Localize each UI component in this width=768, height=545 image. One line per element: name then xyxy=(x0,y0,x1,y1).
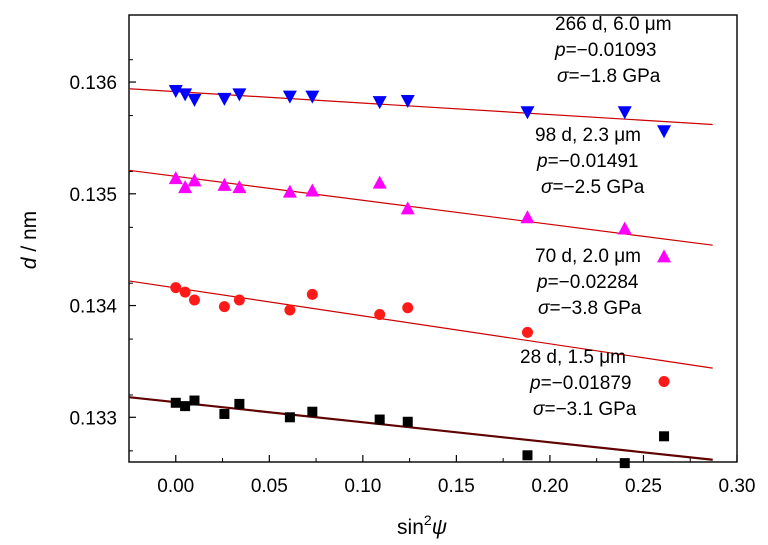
annotation-line: p=−0.01879 xyxy=(529,373,631,394)
circle-point xyxy=(402,302,414,314)
triangle-up-point xyxy=(520,210,535,224)
annotation-line: p=−0.01093 xyxy=(554,40,656,61)
triangle-up-point xyxy=(178,180,193,194)
y-tick-label: 0.136 xyxy=(69,73,117,94)
fit-line xyxy=(128,396,713,461)
triangle-up-point xyxy=(168,171,183,185)
annotation-line: σ=−2.5 GPa xyxy=(541,177,645,198)
square-point xyxy=(374,414,385,425)
triangle-down-point xyxy=(617,106,632,120)
y-tick-label: 0.135 xyxy=(69,185,117,206)
circle-point xyxy=(658,376,670,388)
triangle-up-point xyxy=(617,221,632,235)
square-point xyxy=(284,412,295,423)
x-tick-label: 0.00 xyxy=(157,476,194,497)
triangle-down-point xyxy=(372,96,387,110)
square-point xyxy=(170,397,181,408)
triangle-up-point xyxy=(657,249,672,263)
plot-frame xyxy=(128,14,738,463)
circle-point xyxy=(233,294,245,306)
x-tick-label: 0.20 xyxy=(531,476,568,497)
annotation-line: 70 d, 2.0 μm xyxy=(535,246,641,267)
triangle-up-point xyxy=(305,183,320,197)
square-point xyxy=(180,401,191,412)
circle-point xyxy=(521,326,533,338)
y-tick-label: 0.134 xyxy=(69,297,117,318)
annotation-line: σ=−3.8 GPa xyxy=(538,298,642,319)
y-tick-label: 0.133 xyxy=(69,408,117,429)
triangle-down-point xyxy=(520,106,535,120)
circle-point xyxy=(188,294,200,306)
square-point xyxy=(659,431,670,442)
x-tick-label: 0.10 xyxy=(344,476,381,497)
circle-point xyxy=(218,301,230,313)
fit-line xyxy=(128,280,713,369)
x-tick-label: 0.05 xyxy=(251,476,288,497)
triangle-down-point xyxy=(178,88,193,102)
triangle-down-point xyxy=(657,125,672,139)
data-points xyxy=(168,84,672,469)
x-axis-title: sin2ψ xyxy=(397,512,447,539)
circle-point xyxy=(374,308,386,320)
annotation-line: σ=−3.1 GPa xyxy=(533,399,637,420)
triangle-down-point xyxy=(400,95,415,109)
annotation-line: 98 d, 2.3 μm xyxy=(535,125,641,146)
annotation-line: p=−0.02284 xyxy=(536,272,639,293)
triangle-down-point xyxy=(232,88,247,102)
square-point xyxy=(234,398,245,409)
triangle-down-point xyxy=(187,93,202,107)
annotation-line: p=−0.01491 xyxy=(536,151,638,172)
square-point xyxy=(219,408,230,419)
circle-point xyxy=(170,282,182,294)
square-point xyxy=(402,416,413,427)
series-annotations: 28 d, 1.5 μm p=−0.01879 σ=−3.1 GPa 70 d, 2.… xyxy=(520,14,672,420)
axis-ticks: 0.00 0.05 0.10 0.15 0.20 0.25 0.30 0.133 0.134 0.… xyxy=(69,59,756,497)
x-tick-label: 0.25 xyxy=(625,476,662,497)
triangle-down-point xyxy=(168,84,183,98)
square-point xyxy=(619,458,630,469)
circle-point xyxy=(284,304,296,316)
square-point xyxy=(307,406,318,417)
square-point xyxy=(522,450,533,461)
x-tick-label: 0.15 xyxy=(438,476,475,497)
triangle-up-point xyxy=(372,175,387,189)
y-axis-title: d / nm xyxy=(18,211,41,269)
circle-point xyxy=(179,286,191,298)
triangle-down-point xyxy=(217,92,232,106)
triangle-up-point xyxy=(400,201,415,215)
triangle-up-point xyxy=(232,180,247,194)
triangle-up-point xyxy=(282,184,297,198)
square-point xyxy=(189,395,200,406)
triangle-up-point xyxy=(187,173,202,187)
triangle-down-point xyxy=(305,90,320,104)
triangle-down-point xyxy=(282,90,297,104)
triangle-up-point xyxy=(217,177,232,191)
annotation-line: σ=−1.8 GPa xyxy=(557,66,661,87)
annotation-line: 266 d, 6.0 μm xyxy=(555,14,672,35)
x-tick-label: 0.30 xyxy=(719,476,756,497)
circle-point xyxy=(306,288,318,300)
annotation-line: 28 d, 1.5 μm xyxy=(520,347,626,368)
